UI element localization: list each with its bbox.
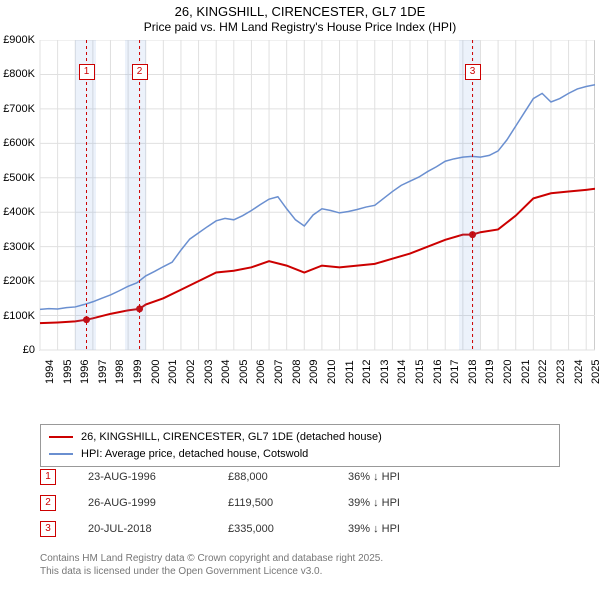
x-tick-label: 2013 — [379, 360, 391, 384]
x-tick-label: 2002 — [185, 360, 197, 384]
transaction-marker: 2 — [40, 495, 56, 511]
x-tick-label: 2014 — [396, 360, 408, 384]
legend-swatch-0 — [49, 436, 73, 438]
x-tick-label: 1994 — [44, 360, 56, 384]
chart-title-line1: 26, KINGSHILL, CIRENCESTER, GL7 1DE — [0, 4, 600, 19]
event-marker-label: 3 — [465, 64, 481, 80]
transaction-diff: 36% ↓ HPI — [348, 464, 468, 490]
transactions-table: 1 23-AUG-1996£88,00036% ↓ HPI 2 26-AUG-1999… — [40, 464, 468, 542]
x-tick-label: 2010 — [326, 360, 338, 384]
x-tick-label: 2005 — [238, 360, 250, 384]
x-tick-label: 2019 — [484, 360, 496, 384]
transaction-marker: 3 — [40, 521, 56, 537]
x-tick-label: 2004 — [220, 360, 232, 384]
x-tick-label: 2012 — [361, 360, 373, 384]
footer: Contains HM Land Registry data © Crown c… — [40, 552, 383, 578]
x-tick-label: 2016 — [432, 360, 444, 384]
transaction-date: 26-AUG-1999 — [88, 490, 228, 516]
transaction-diff: 39% ↓ HPI — [348, 490, 468, 516]
x-tick-label: 2003 — [203, 360, 215, 384]
x-tick-label: 2015 — [414, 360, 426, 384]
transaction-price: £119,500 — [228, 490, 348, 516]
legend: 26, KINGSHILL, CIRENCESTER, GL7 1DE (det… — [40, 424, 560, 467]
x-tick-label: 1997 — [97, 360, 109, 384]
shaded-band — [459, 40, 480, 350]
x-tick-label: 1998 — [114, 360, 126, 384]
x-tick-label: 2011 — [344, 360, 356, 384]
legend-label-1: HPI: Average price, detached house, Cots… — [81, 446, 308, 463]
x-tick-label: 2001 — [167, 360, 179, 384]
x-tick-label: 2025 — [590, 360, 600, 384]
shaded-band — [125, 40, 146, 350]
legend-row-1: HPI: Average price, detached house, Cots… — [49, 446, 551, 463]
x-tick-label: 2000 — [150, 360, 162, 384]
x-tick-label: 2020 — [502, 360, 514, 384]
transaction-price: £335,000 — [228, 516, 348, 542]
transaction-date: 23-AUG-1996 — [88, 464, 228, 490]
transaction-row: 1 23-AUG-1996£88,00036% ↓ HPI — [40, 464, 468, 490]
event-marker-label: 2 — [132, 64, 148, 80]
x-tick-label: 2023 — [555, 360, 567, 384]
x-tick-label: 1996 — [79, 360, 91, 384]
chart-title-line2: Price paid vs. HM Land Registry's House … — [0, 20, 600, 34]
x-tick-label: 2021 — [520, 360, 532, 384]
transaction-date: 20-JUL-2018 — [88, 516, 228, 542]
transaction-diff: 39% ↓ HPI — [348, 516, 468, 542]
legend-row-0: 26, KINGSHILL, CIRENCESTER, GL7 1DE (det… — [49, 429, 551, 446]
footer-line2: This data is licensed under the Open Gov… — [40, 565, 383, 578]
shaded-band — [75, 40, 96, 350]
legend-label-0: 26, KINGSHILL, CIRENCESTER, GL7 1DE (det… — [81, 429, 382, 446]
legend-swatch-1 — [49, 453, 73, 455]
x-tick-label: 2022 — [537, 360, 549, 384]
x-tick-label: 2017 — [449, 360, 461, 384]
transaction-row: 3 20-JUL-2018£335,00039% ↓ HPI — [40, 516, 468, 542]
x-tick-label: 2024 — [573, 360, 585, 384]
x-tick-label: 2008 — [291, 360, 303, 384]
x-tick-label: 2009 — [308, 360, 320, 384]
transaction-marker: 1 — [40, 469, 56, 485]
transaction-price: £88,000 — [228, 464, 348, 490]
chart-container: 26, KINGSHILL, CIRENCESTER, GL7 1DE Pric… — [0, 0, 600, 590]
x-tick-label: 2006 — [255, 360, 267, 384]
x-tick-label: 2018 — [467, 360, 479, 384]
x-tick-label: 1999 — [132, 360, 144, 384]
transaction-row: 2 26-AUG-1999£119,50039% ↓ HPI — [40, 490, 468, 516]
x-tick-label: 1995 — [62, 360, 74, 384]
footer-line1: Contains HM Land Registry data © Crown c… — [40, 552, 383, 565]
x-tick-label: 2007 — [273, 360, 285, 384]
chart-area: £0£100K£200K£300K£400K£500K£600K£700K£80… — [0, 40, 600, 420]
event-marker-label: 1 — [79, 64, 95, 80]
